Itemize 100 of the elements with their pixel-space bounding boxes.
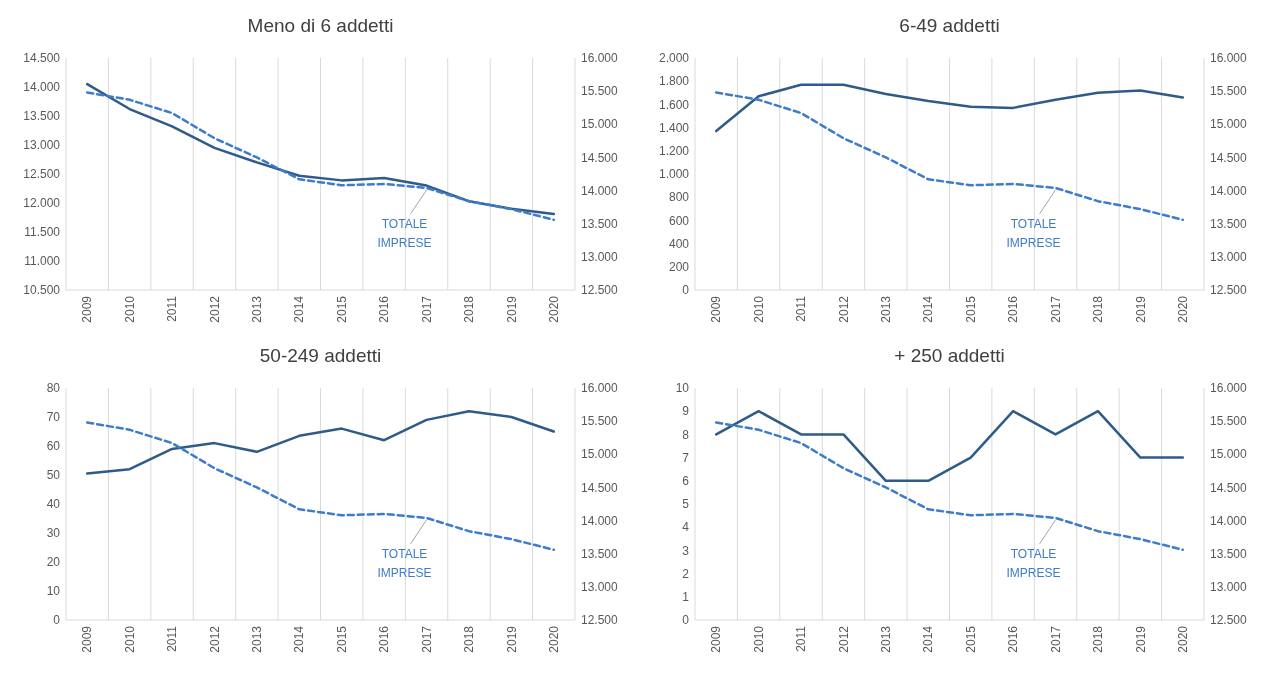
x-tick-label: 2014 <box>921 295 936 323</box>
y-tick-label: 14.000 <box>23 80 61 95</box>
x-tick-label: 2018 <box>462 625 477 653</box>
x-tick-label: 2019 <box>504 295 519 323</box>
y-tick-label: 9 <box>682 404 690 419</box>
chart-title: 6-49 addetti <box>899 15 1000 36</box>
x-tick-label: 2018 <box>1091 625 1106 653</box>
y2-tick-label: 15.500 <box>581 84 619 99</box>
y-tick-label: 4 <box>682 520 690 535</box>
y2-tick-label: 16.000 <box>581 381 619 396</box>
text: TOTALE IMPRESE <box>377 216 432 250</box>
y2-tick-label: 15.500 <box>581 414 619 429</box>
chart-title: 50-249 addetti <box>259 345 382 366</box>
y2-tick-label: 12.500 <box>581 283 619 298</box>
y-tick-label: 1.600 <box>658 97 690 112</box>
y2-tick-label: 14.500 <box>581 480 619 495</box>
chart-title: + 250 addetti <box>894 345 1005 366</box>
x-tick-label: 2013 <box>250 625 265 653</box>
x-tick-label: 2014 <box>292 625 307 653</box>
y-tick-label: 1.400 <box>658 120 690 135</box>
x-tick-label: 2020 <box>546 295 561 323</box>
y-tick-label: 10 <box>46 584 61 599</box>
x-tick-label: 2015 <box>334 295 349 323</box>
x-tick-label: 2015 <box>963 295 978 323</box>
x-tick-label: 2012 <box>207 295 222 323</box>
y2-tick-label: 14.000 <box>581 183 619 198</box>
y-tick-label: 600 <box>668 213 690 228</box>
y2-tick-label: 15.500 <box>1210 414 1248 429</box>
y2-tick-label: 14.500 <box>581 150 619 165</box>
y-tick-label: 1 <box>682 590 690 604</box>
y-tick-label: 10.500 <box>23 283 61 298</box>
x-tick-label: 2013 <box>250 295 265 323</box>
y2-tick-label: 13.000 <box>1210 250 1248 265</box>
y-tick-label: 0 <box>53 613 61 628</box>
y-tick-label: 1.200 <box>658 144 690 158</box>
y2-tick-label: 16.000 <box>1210 51 1248 66</box>
x-tick-label: 2017 <box>419 295 434 323</box>
y2-tick-label: 13.000 <box>581 580 619 595</box>
y-tick-label: 13.000 <box>23 138 61 153</box>
line-series <box>714 409 1185 483</box>
y-tick-label: 80 <box>46 381 61 396</box>
y2-tick-label: 13.500 <box>581 216 619 231</box>
y-tick-label: 70 <box>46 410 61 425</box>
y2-tick-label: 13.000 <box>1210 580 1248 595</box>
x-tick-label: 2013 <box>879 295 894 323</box>
y-tick-label: 11.500 <box>24 225 61 240</box>
x-tick-label: 2019 <box>1133 625 1148 653</box>
y-tick-label: 50 <box>46 468 61 483</box>
y2-tick-label: 13.500 <box>1210 216 1248 231</box>
x-tick-label: 2011 <box>794 625 809 652</box>
y-tick-label: 0 <box>682 283 690 298</box>
y2-tick-label: 15.000 <box>1210 117 1248 132</box>
y-tick-label: 10 <box>675 381 690 396</box>
x-tick-label: 2017 <box>419 625 434 653</box>
y2-tick-label: 16.000 <box>1210 381 1248 396</box>
x-tick-label: 2017 <box>1048 295 1063 323</box>
y-tick-label: 200 <box>668 260 690 274</box>
x-tick-label: 2016 <box>1006 625 1021 653</box>
x-tick-label: 2010 <box>122 295 137 323</box>
y2-tick-label: 14.000 <box>1210 513 1248 528</box>
y-tick-label: 2 <box>682 566 690 581</box>
y-tick-label: 0 <box>682 613 690 628</box>
y-tick-label: 7 <box>682 450 690 465</box>
y-tick-label: 40 <box>46 497 61 512</box>
y-tick-label: 12.000 <box>23 196 61 211</box>
x-tick-label: 2010 <box>751 625 766 653</box>
y-tick-label: 400 <box>668 236 690 251</box>
x-tick-label: 2014 <box>292 295 307 323</box>
x-tick-label: 2019 <box>1133 295 1148 323</box>
text: TOTALE IMPRESE <box>1006 216 1061 250</box>
x-tick-label: 2011 <box>794 295 809 322</box>
y-tick-label: 8 <box>682 427 690 442</box>
y2-tick-label: 14.500 <box>1210 150 1248 165</box>
y2-tick-label: 13.500 <box>1210 546 1248 561</box>
x-tick-label: 2016 <box>377 295 392 323</box>
x-tick-label: 2016 <box>1006 295 1021 323</box>
x-tick-label: 2013 <box>879 625 894 653</box>
x-tick-label: 2009 <box>709 625 724 653</box>
x-tick-label: 2012 <box>836 625 851 653</box>
y-tick-label: 800 <box>668 190 690 205</box>
y-tick-label: 13.500 <box>23 109 61 124</box>
y2-tick-label: 12.500 <box>581 613 619 628</box>
y-tick-label: 11.000 <box>24 254 61 269</box>
line-series <box>714 83 1185 133</box>
line-series <box>85 421 556 551</box>
y2-tick-label: 16.000 <box>581 51 619 66</box>
text: TOTALE IMPRESE <box>1006 546 1061 580</box>
text: TOTALE IMPRESE <box>377 546 432 580</box>
x-tick-label: 2009 <box>709 295 724 323</box>
y2-tick-label: 13.500 <box>581 546 619 561</box>
x-tick-label: 2015 <box>334 625 349 653</box>
x-tick-label: 2018 <box>1091 295 1106 323</box>
y-tick-label: 1.800 <box>658 74 690 89</box>
x-tick-label: 2020 <box>1175 295 1190 323</box>
y2-tick-label: 12.500 <box>1210 283 1248 298</box>
y-tick-label: 1.000 <box>658 167 690 182</box>
x-tick-label: 2012 <box>207 625 222 653</box>
y2-tick-label: 14.000 <box>581 513 619 528</box>
line-series <box>714 91 1185 221</box>
x-tick-label: 2015 <box>963 625 978 653</box>
